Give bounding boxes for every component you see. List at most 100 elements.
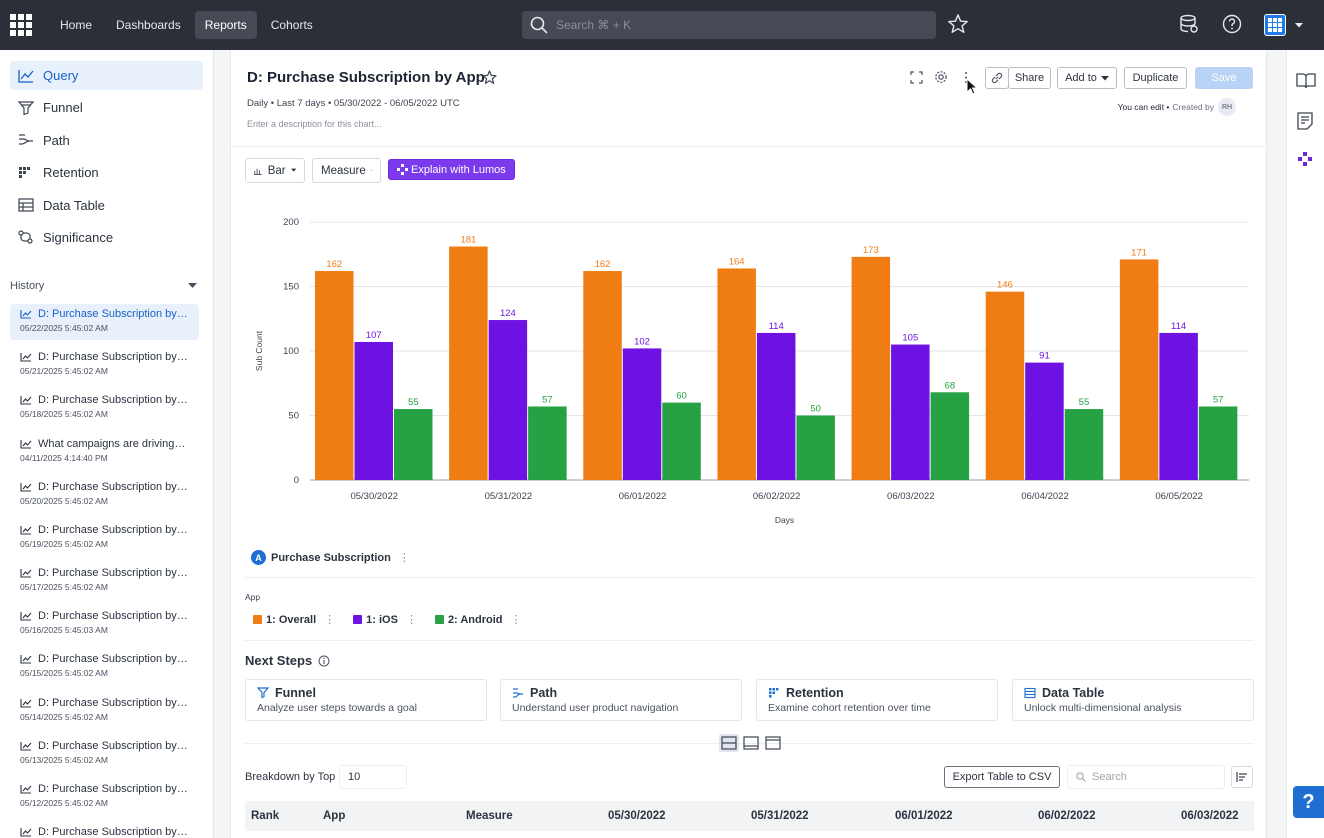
next-step-retention-card[interactable]: Retention Examine cohort retention over … [756,679,998,721]
history-item[interactable]: D: Purchase Subscription by App 05/21/202… [10,347,199,383]
history-item[interactable]: D: Purchase Subscription by App 05/12/202… [10,779,199,815]
history-list: D: Purchase Subscription by App 05/22/202… [0,303,213,838]
column-header-date[interactable]: 06/03/2022 [1181,810,1239,822]
caret-down-icon [370,170,372,171]
global-search[interactable] [522,11,936,39]
bar-value-label: 162 [595,259,611,270]
chevron-down-icon[interactable] [1294,21,1304,29]
history-item-date: 05/14/2025 5:45:02 AM [20,711,108,722]
main-nav: Home Dashboards Reports Cohorts [50,11,327,39]
nav-reports[interactable]: Reports [194,11,257,39]
next-step-data-table-card[interactable]: Data Table Unlock multi-dimensional anal… [1012,679,1254,721]
lumos-icon[interactable] [1298,152,1312,166]
nav-home[interactable]: Home [60,18,93,32]
database-icon[interactable] [1178,13,1200,35]
history-item[interactable]: D: Purchase Subscription by App 05/20/202… [10,477,199,513]
history-item[interactable]: D: Purchase Subscription by App 05/15/202… [10,649,199,685]
history-item[interactable]: D: Purchase Subscription by App 05/14/202… [10,693,199,729]
history-item[interactable]: D: Purchase Subscription by App 05/17/202… [10,563,199,599]
explain-with-lumos-button[interactable]: Explain with Lumos [388,159,515,180]
next-step-funnel-card[interactable]: Funnel Analyze user steps towards a goal [245,679,487,721]
layout-split-icon[interactable] [719,734,739,752]
book-open-icon[interactable] [1296,72,1316,90]
column-header-rank[interactable]: Rank [251,810,280,822]
table-search-input[interactable] [1092,771,1212,783]
layout-table-only-icon[interactable] [763,734,783,752]
y-tick-label: 200 [283,217,299,228]
info-icon[interactable] [318,655,330,667]
sidebar-item-significance[interactable]: Significance [10,223,203,252]
save-button[interactable]: Save [1195,67,1253,89]
table-search[interactable] [1067,765,1225,789]
copy-link-button[interactable] [985,67,1009,89]
history-header[interactable]: History [10,280,197,292]
share-button[interactable]: Share [1008,67,1051,89]
measure-dropdown[interactable]: Measure [312,158,381,183]
fullscreen-icon[interactable] [910,71,923,84]
history-item[interactable]: D: Purchase Subscription by App 05/22/202… [10,303,199,340]
legend-item-overall[interactable]: 1: Overall ⋮ [253,613,335,626]
workspace-switcher-icon[interactable] [1264,14,1286,36]
bar-value-label: 164 [729,256,745,267]
bar [1159,332,1198,480]
help-button[interactable]: ? [1293,786,1324,818]
nav-dashboards[interactable]: Dashboards [116,18,181,32]
column-header-app[interactable]: App [323,810,346,822]
app-logo-icon[interactable] [10,14,32,36]
sidebar-item-path[interactable]: Path [10,126,203,155]
legend-menu-icon[interactable]: ⋮ [510,614,522,626]
metric-row[interactable]: A Purchase Subscription ⋮ [251,550,410,565]
history-item[interactable]: D: Purchase Subscription by App 05/18/202… [10,390,199,426]
column-header-date[interactable]: 06/02/2022 [1038,810,1096,822]
nav-cohorts[interactable]: Cohorts [270,18,313,32]
sidebar-item-funnel[interactable]: Funnel [10,93,203,122]
edit-note-text: You can edit • [1117,102,1170,112]
sidebar-item-data-table[interactable]: Data Table [10,191,203,220]
breakdown-top-input[interactable] [339,765,407,789]
caret-down-icon [290,168,296,172]
sidebar-item-query[interactable]: Query [10,61,203,90]
history-item-title: D: Purchase Subscription by App [38,653,188,666]
sidebar-item-retention[interactable]: Retention [10,158,203,187]
star-icon[interactable] [947,13,969,35]
bar-value-label: 55 [1079,397,1090,408]
add-to-button[interactable]: Add to [1057,67,1117,89]
layout-chart-only-icon[interactable] [741,734,761,752]
history-item[interactable]: D: Purchase Subscription by App 05/16/202… [10,606,199,642]
column-header-date[interactable]: 06/01/2022 [895,810,953,822]
legend-item-android[interactable]: 2: Android ⋮ [434,613,522,626]
metric-menu-icon[interactable]: ⋮ [398,552,410,564]
description-field[interactable]: Enter a description for this chart... [247,119,382,129]
global-search-input[interactable] [556,18,916,32]
creator-avatar[interactable]: RH [1218,98,1236,116]
history-item[interactable]: D: Purchase Subscription by App 05/13/202… [10,736,199,772]
favorite-star-icon[interactable] [482,70,497,85]
legend-menu-icon[interactable]: ⋮ [405,614,417,626]
sidebar-item-label: Significance [43,229,114,245]
report-title[interactable]: D: Purchase Subscription by App [247,69,485,86]
caret-down-icon[interactable] [188,282,197,289]
settings-gear-icon[interactable] [934,70,948,84]
notes-icon[interactable] [1296,112,1314,130]
duplicate-button[interactable]: Duplicate [1124,67,1187,89]
column-settings-button[interactable] [1231,766,1253,788]
export-csv-button[interactable]: Export Table to CSV [944,766,1060,788]
column-header-measure[interactable]: Measure [466,810,513,822]
chart-type-dropdown[interactable]: Bar [245,158,305,183]
legend-item-ios[interactable]: 1: iOS ⋮ [353,613,417,626]
history-label: History [10,279,45,292]
help-circle-icon[interactable] [1221,13,1243,35]
legend-menu-icon[interactable]: ⋮ [324,614,336,626]
history-item[interactable]: D: Purchase Subscription by App 05/19/202… [10,520,199,556]
history-item[interactable]: What campaigns are driving signups 04/11/… [10,434,199,470]
history-item-date: 05/20/2025 5:45:02 AM [20,495,108,506]
x-tick-label: 05/30/2022 [350,491,398,502]
add-to-label: Add to [1065,72,1097,84]
history-item-date: 05/21/2025 5:45:02 AM [20,366,108,377]
next-step-path-card[interactable]: Path Understand user product navigation [500,679,742,721]
line-chart-icon [20,482,32,492]
x-tick-label: 05/31/2022 [485,491,533,502]
history-item[interactable]: D: Purchase Subscription by App [10,822,199,838]
column-header-date[interactable]: 05/30/2022 [608,810,666,822]
column-header-date[interactable]: 05/31/2022 [751,810,809,822]
